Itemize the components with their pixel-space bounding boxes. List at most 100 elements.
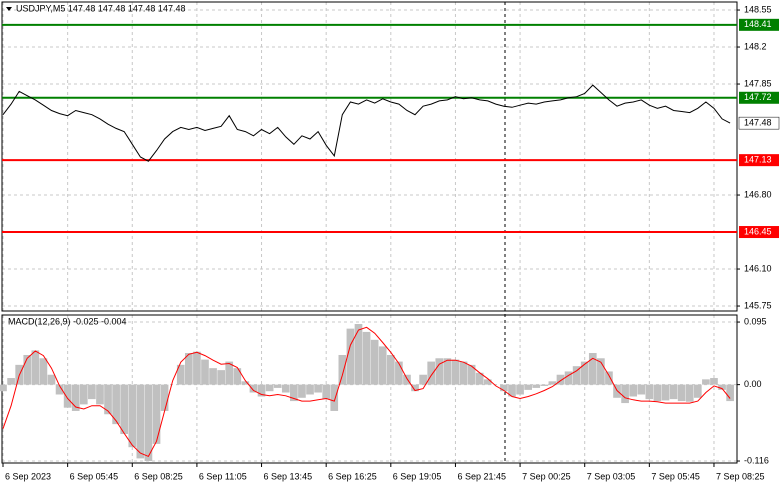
histogram-bar [685, 384, 694, 402]
level-label-box [739, 91, 779, 104]
histogram-bar [702, 379, 710, 385]
histogram-bar [346, 328, 355, 385]
y-tick-label: 148.2 [744, 41, 767, 51]
histogram-bar [516, 384, 524, 395]
x-tick-label: 6 Sep 2023 [5, 471, 51, 481]
histogram-bar [290, 384, 298, 402]
histogram-bar [540, 384, 549, 386]
histogram-bar [451, 359, 460, 385]
histogram-bar [39, 358, 48, 385]
histogram-bar [427, 361, 436, 385]
histogram-bar [588, 353, 597, 385]
histogram-bar [395, 361, 403, 385]
histogram-bar [605, 371, 613, 385]
histogram-bar [104, 384, 112, 415]
histogram-bar [257, 384, 266, 397]
histogram-bar [201, 359, 209, 385]
histogram-bar [548, 381, 557, 385]
histogram-bar [120, 384, 129, 435]
histogram-bar [217, 370, 225, 385]
histogram-bar [314, 384, 322, 393]
x-tick-label: 7 Sep 05:45 [651, 471, 700, 481]
y-tick-label: 147.85 [744, 78, 772, 88]
price-frame [1, 1, 738, 312]
histogram-bar [31, 350, 40, 385]
histogram-bar [71, 384, 80, 411]
histogram-bar [298, 384, 306, 398]
y-tick-label: 146.80 [744, 189, 772, 199]
histogram-bar [411, 384, 419, 392]
histogram-bar [710, 378, 718, 385]
histogram-bar [645, 384, 654, 400]
histogram-bar [176, 364, 185, 385]
histogram-bar [459, 361, 468, 385]
histogram-bar [0, 384, 7, 392]
level-label: 148.41 [744, 19, 772, 29]
histogram-bar [362, 331, 371, 385]
histogram-bar [556, 374, 565, 385]
x-tick-label: 6 Sep 08:25 [134, 471, 183, 481]
histogram-bar [330, 384, 339, 411]
histogram-bar [265, 384, 274, 392]
histogram-bar [128, 384, 137, 448]
y-tick-label: 0.095 [744, 316, 767, 326]
x-tick-label: 6 Sep 19:05 [393, 471, 442, 481]
histogram-bar [524, 384, 532, 390]
histogram-bar [669, 384, 678, 400]
histogram-bar [273, 384, 282, 388]
histogram-bar [475, 372, 484, 385]
histogram-bar [136, 384, 145, 459]
histogram-bar [354, 324, 363, 385]
histogram-bar [621, 384, 629, 404]
histogram-bar [677, 384, 686, 402]
histogram-bar [370, 339, 379, 385]
x-tick-label: 7 Sep 03:05 [587, 471, 636, 481]
histogram-bar [572, 366, 581, 385]
x-tick-label: 6 Sep 21:45 [457, 471, 506, 481]
x-tick-label: 7 Sep 08:25 [716, 471, 765, 481]
histogram-bar [532, 384, 541, 388]
x-tick-label: 6 Sep 05:45 [70, 471, 119, 481]
histogram-bar [7, 378, 15, 385]
histogram-bar [629, 384, 638, 397]
histogram-bar [597, 358, 605, 385]
histogram-bar [88, 384, 96, 400]
x-tick-label: 7 Sep 00:25 [522, 471, 571, 481]
histogram-bar [637, 384, 646, 395]
last-price-label: 147.48 [744, 118, 772, 128]
x-tick-label: 6 Sep 16:25 [328, 471, 377, 481]
menu-arrow [6, 7, 12, 11]
level-label-box [739, 154, 779, 167]
histogram-bar [653, 384, 662, 402]
level-label-box [739, 226, 779, 239]
level-label-box [739, 18, 779, 31]
histogram-bar [613, 384, 621, 398]
histogram-bar [508, 384, 516, 397]
histogram-bar [726, 384, 734, 402]
histogram-bar [306, 384, 314, 395]
histogram-bar [661, 384, 670, 401]
histogram-bar [386, 354, 395, 385]
y-tick-label: 0.00 [744, 379, 762, 389]
histogram-bar [160, 384, 169, 411]
level-label: 147.72 [744, 92, 772, 102]
histogram-bar [193, 351, 201, 385]
y-tick-label: 145.75 [744, 300, 772, 310]
y-tick-label: 146.10 [744, 263, 772, 273]
histogram-bar [580, 361, 589, 385]
histogram-bar [322, 384, 331, 400]
histogram-bar [281, 384, 290, 393]
histogram-bar [225, 361, 234, 385]
last-price-box [738, 116, 780, 130]
histogram-bar [112, 384, 120, 425]
histogram-bar [63, 384, 72, 408]
histogram-bar [564, 371, 573, 385]
histogram-bar [152, 384, 161, 444]
histogram-bar [718, 384, 726, 390]
histogram-bar [96, 384, 104, 405]
y-tick-label: 148.55 [744, 4, 772, 14]
histogram-bar [467, 364, 476, 385]
x-tick-label: 6 Sep 11:05 [199, 471, 247, 481]
histogram-bar [79, 384, 88, 405]
